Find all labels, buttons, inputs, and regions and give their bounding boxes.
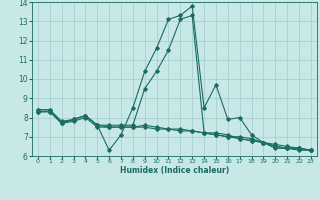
X-axis label: Humidex (Indice chaleur): Humidex (Indice chaleur) (120, 166, 229, 175)
